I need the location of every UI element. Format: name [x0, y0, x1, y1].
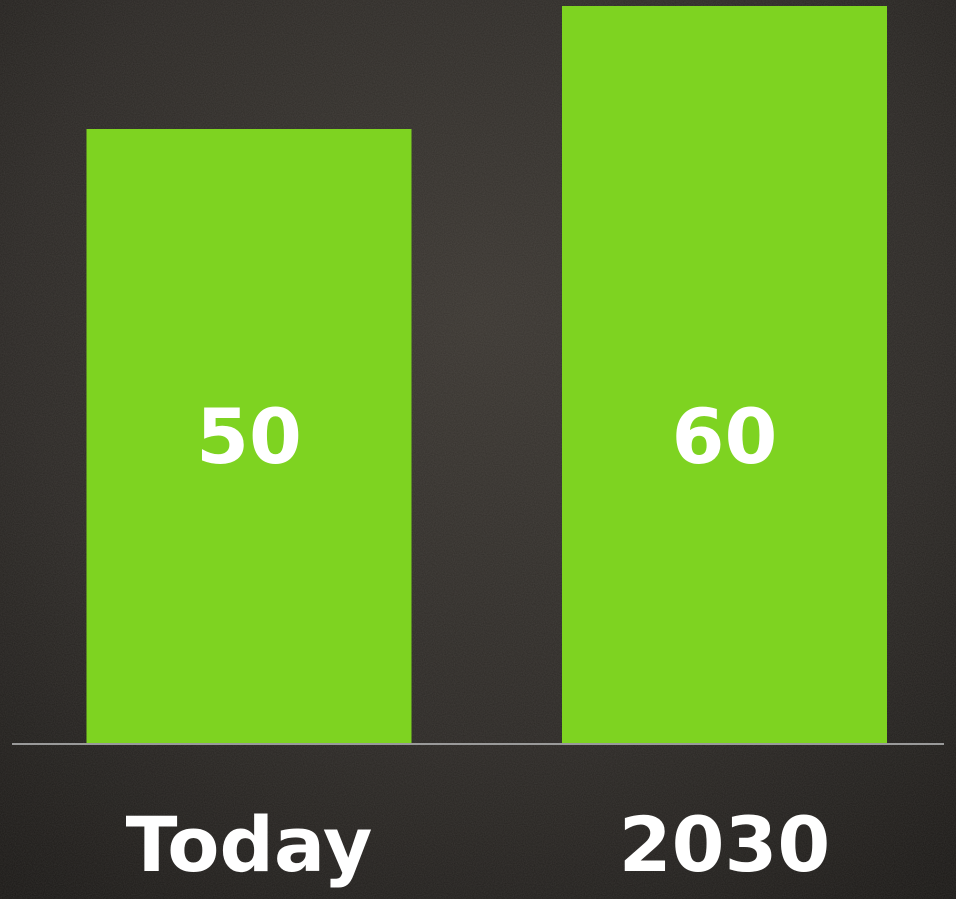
bar [562, 6, 887, 744]
bar [86, 129, 412, 744]
x-tick-label: 2030 [619, 800, 831, 889]
value-label: 60 [672, 392, 778, 481]
x-tick-label: Today [126, 800, 373, 889]
value-label: 50 [196, 392, 302, 481]
